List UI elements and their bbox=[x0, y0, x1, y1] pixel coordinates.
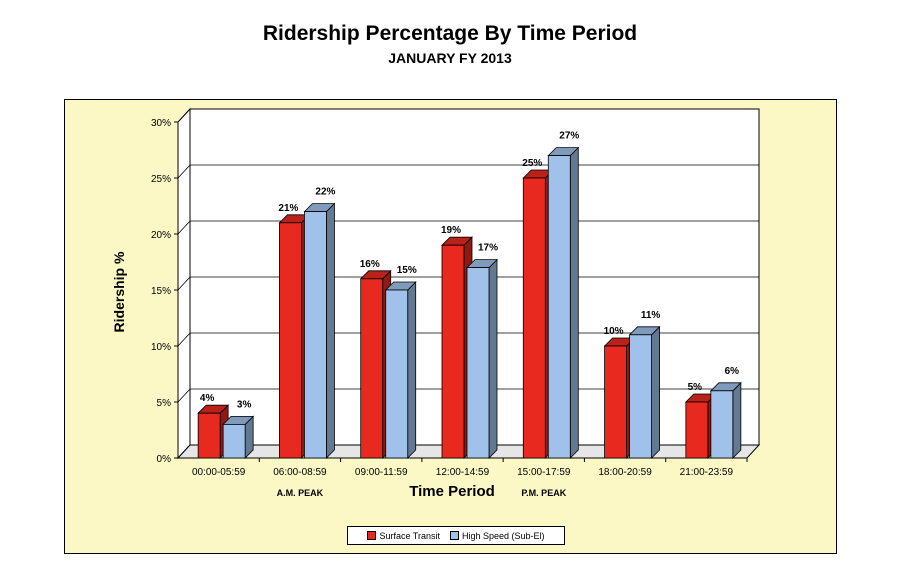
data-label-highspeed: 11% bbox=[641, 310, 661, 321]
bar-highspeed bbox=[547, 155, 571, 459]
y-tick-label: 5% bbox=[157, 398, 172, 409]
y-tick-label: 10% bbox=[151, 342, 171, 353]
bar-highspeed bbox=[304, 211, 327, 459]
gridline-side bbox=[177, 108, 191, 123]
data-label-surface: 4% bbox=[200, 393, 215, 404]
legend-item-highspeed: High Speed (Sub-El) bbox=[449, 530, 545, 541]
data-label-surface: 21% bbox=[278, 203, 298, 214]
legend-swatch-surface bbox=[367, 531, 377, 540]
bar-highspeed bbox=[629, 334, 652, 459]
bar-surface bbox=[604, 345, 627, 459]
y-tick-label: 0% bbox=[157, 454, 172, 465]
gridline-side bbox=[177, 220, 191, 235]
bar-surface bbox=[360, 278, 384, 459]
data-label-surface: 16% bbox=[360, 259, 380, 270]
x-tick-label: 15:00-17:59 bbox=[517, 467, 571, 478]
legend-item-surface: Surface Transit bbox=[367, 531, 440, 541]
x-axis-title: Time Period bbox=[409, 483, 495, 500]
bar-highspeed-side bbox=[488, 258, 498, 459]
bar-highspeed bbox=[385, 289, 409, 459]
bar-highspeed-side bbox=[651, 325, 660, 459]
gridline-side bbox=[177, 388, 191, 403]
x-tick-label: 09:00-11:59 bbox=[355, 467, 408, 478]
data-label-highspeed: 3% bbox=[237, 399, 252, 410]
bar-surface bbox=[685, 401, 709, 459]
x-tick-label: 21:00-23:59 bbox=[680, 467, 734, 478]
data-label-surface: 10% bbox=[604, 326, 624, 337]
x-sublabel: A.M. PEAK bbox=[277, 488, 324, 498]
chart-subtitle: JANUARY FY 2013 bbox=[388, 50, 512, 66]
x-tick-label: 12:00-14:59 bbox=[436, 467, 490, 478]
bar-surface bbox=[441, 244, 465, 459]
y-tick-label: 20% bbox=[151, 230, 171, 241]
data-label-surface: 19% bbox=[441, 225, 461, 236]
y-axis-title: Ridership % bbox=[111, 251, 127, 332]
x-tick-label: 00:00-05:59 bbox=[192, 467, 246, 478]
y-tick-label: 15% bbox=[151, 286, 171, 297]
y-tick-label: 25% bbox=[151, 174, 171, 185]
bar-highspeed bbox=[710, 390, 734, 459]
bar-highspeed-side bbox=[407, 281, 417, 459]
data-label-surface: 25% bbox=[522, 158, 542, 169]
gridline-side bbox=[177, 164, 191, 179]
legend: Surface Transit High Speed (Sub-El) bbox=[347, 526, 565, 545]
x-sublabel: P.M. PEAK bbox=[521, 488, 566, 498]
bar-surface bbox=[279, 222, 302, 459]
legend-label-surface: Surface Transit bbox=[379, 530, 440, 541]
data-label-surface: 5% bbox=[688, 382, 703, 393]
x-tick-label: 18:00-20:59 bbox=[598, 467, 652, 478]
data-label-highspeed: 6% bbox=[725, 366, 740, 377]
bar-highspeed-side bbox=[326, 202, 335, 459]
bar-highspeed-side bbox=[569, 146, 579, 459]
gridline-side bbox=[177, 276, 191, 291]
bar-surface bbox=[197, 412, 221, 459]
bar-surface bbox=[522, 177, 546, 459]
x-tick-label: 06:00-08:59 bbox=[273, 467, 327, 478]
data-label-highspeed: 27% bbox=[559, 131, 579, 142]
bar-highspeed-side bbox=[732, 381, 742, 459]
data-label-highspeed: 17% bbox=[478, 243, 498, 254]
legend-label-highspeed: High Speed (Sub-El) bbox=[461, 530, 545, 541]
data-label-highspeed: 22% bbox=[315, 187, 335, 198]
chart-title: Ridership Percentage By Time Period bbox=[262, 22, 638, 45]
legend-swatch-highspeed bbox=[449, 531, 459, 540]
gridline-side bbox=[177, 332, 191, 347]
bar-highspeed bbox=[466, 267, 490, 459]
bar-highspeed bbox=[222, 423, 246, 459]
y-tick-label: 30% bbox=[151, 118, 171, 129]
data-label-highspeed: 15% bbox=[397, 265, 417, 276]
